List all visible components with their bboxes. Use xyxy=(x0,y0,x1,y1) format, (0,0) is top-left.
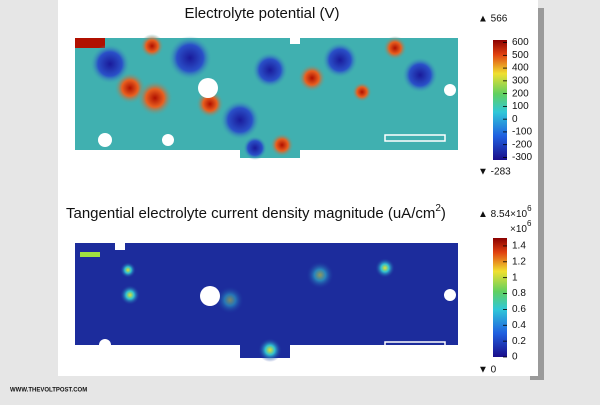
colorbar-tick-label: 0.2 xyxy=(512,336,526,347)
colorbar-tick-label: 1.4 xyxy=(512,241,526,252)
panel-title: Tangential electrolyte current density m… xyxy=(66,203,446,222)
current-density-map xyxy=(75,243,458,362)
colorbar-tick-label: 200 xyxy=(512,88,529,99)
colorbar-tick-label: 600 xyxy=(512,37,529,48)
colorbar-tick-label: 1.2 xyxy=(512,256,526,267)
potential-map xyxy=(75,34,458,160)
title-superscript: 2 xyxy=(435,203,441,214)
colorbar-tick-label: 0.6 xyxy=(512,304,526,315)
max-label: ▲ 8.54×106 xyxy=(478,204,532,220)
colorbar-tick-label: 1 xyxy=(512,272,518,283)
multiplier: ×106 xyxy=(510,219,532,235)
colorbar-tick-label: 0.4 xyxy=(512,320,526,331)
title-suffix: ) xyxy=(441,205,446,222)
watermark: WWW.THEVOLTPOST.COM xyxy=(10,388,87,394)
colorbar-tick-label: 400 xyxy=(512,63,529,74)
max-text: ▲ 8.54×10 xyxy=(478,209,528,220)
colorbar-tick-label: 500 xyxy=(512,50,529,61)
colorbar-tick-label: 100 xyxy=(512,101,529,112)
multiplier-text: ×10 xyxy=(510,224,527,235)
min-label: ▼ 0 xyxy=(478,365,497,376)
colorbar-tick-label: -200 xyxy=(512,139,532,150)
colorbar xyxy=(493,40,507,160)
colorbar-tick-label: 0 xyxy=(512,352,518,363)
colorbar-tick-label: 300 xyxy=(512,75,529,86)
colorbar xyxy=(493,238,507,357)
colorbar-tick-label: 0 xyxy=(512,114,518,125)
multiplier-superscript: 6 xyxy=(527,219,532,228)
panel-title: Electrolyte potential (V) xyxy=(184,5,339,22)
min-label: ▼ -283 xyxy=(478,167,511,178)
colorbar-tick-label: -100 xyxy=(512,127,532,138)
max-label: ▲ 566 xyxy=(478,14,508,25)
colorbar-tick-label: -300 xyxy=(512,152,532,163)
colorbar-tick-label: 0.8 xyxy=(512,288,526,299)
title-text: Tangential electrolyte current density m… xyxy=(66,205,435,222)
max-superscript: 6 xyxy=(527,204,532,213)
